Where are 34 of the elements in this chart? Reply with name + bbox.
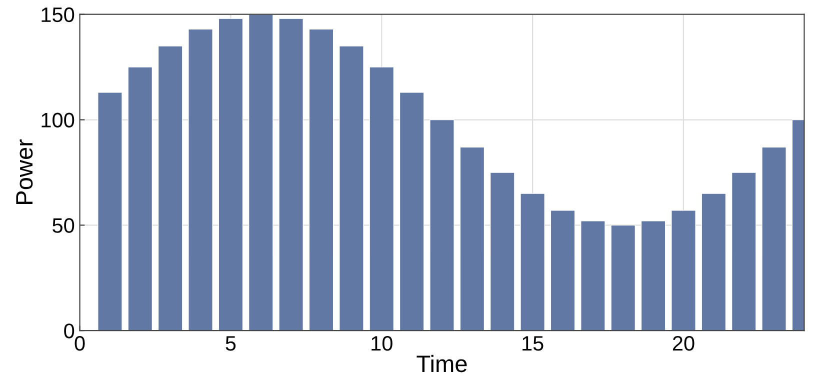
bar	[460, 146, 485, 331]
bar	[218, 18, 244, 331]
bar	[98, 92, 122, 331]
x-axis-title: Time	[416, 354, 467, 372]
y-tick-label: 150	[42, 7, 74, 22]
y-tick-label: 100	[42, 112, 74, 128]
x-tick-label: 5	[226, 336, 236, 351]
bar	[550, 210, 576, 331]
x-tick-label: 10	[372, 336, 392, 351]
bar	[762, 146, 786, 331]
bar	[430, 119, 454, 331]
x-tick-label: 20	[672, 336, 694, 351]
bar	[671, 210, 696, 331]
y-tick-label: 0	[64, 324, 74, 338]
bar	[248, 14, 274, 331]
y-axis-title: Power	[16, 139, 33, 204]
y-tick-label: 50	[52, 218, 74, 233]
bar	[490, 172, 515, 331]
bar	[308, 28, 334, 331]
bar	[369, 66, 394, 331]
x-tick-label: 0	[74, 336, 85, 351]
bar	[278, 18, 304, 331]
x-tick-label: 15	[522, 336, 544, 351]
bar	[580, 220, 606, 331]
bar	[158, 46, 183, 331]
bar	[640, 220, 666, 331]
bar	[520, 193, 545, 331]
bar	[701, 193, 726, 331]
bar	[399, 92, 424, 331]
bar	[339, 46, 364, 331]
bar	[610, 224, 636, 331]
bar	[188, 28, 213, 331]
bar	[731, 172, 756, 331]
bar	[128, 66, 153, 331]
